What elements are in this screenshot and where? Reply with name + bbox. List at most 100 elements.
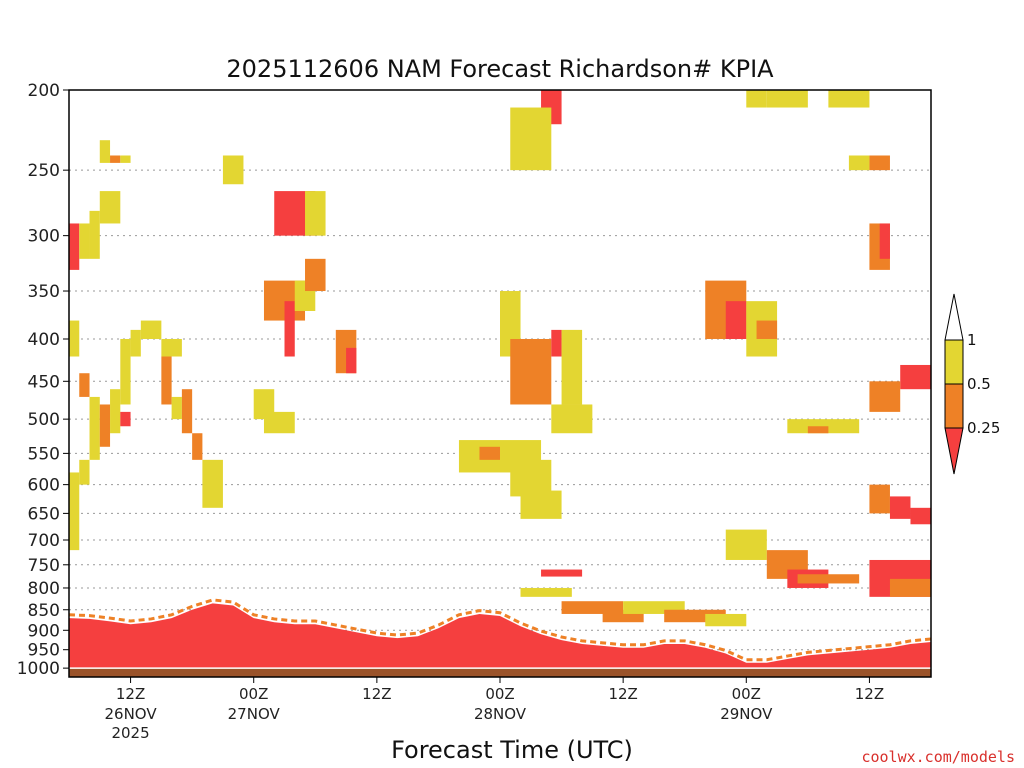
heatmap-cell-red: [900, 364, 931, 390]
x-tick-label: 12Z: [362, 685, 391, 703]
heatmap-cell-yellow: [89, 210, 100, 259]
y-tick-label: 650: [28, 504, 60, 524]
heatmap-cell-yellow: [161, 338, 182, 357]
heatmap-cell-yellow: [99, 191, 121, 224]
heatmap-cell-yellow: [848, 155, 870, 171]
y-axis-ticks: 200 250 300 350 400 450 500 550 600 650 700 750 8008…: [17, 81, 69, 679]
y-tick-label: 450: [28, 372, 60, 392]
heatmap-cell-yellow: [110, 389, 121, 434]
y-tick-label: 200: [28, 81, 60, 101]
heatmap-cells: [68, 90, 932, 669]
heatmap-cell-yellow: [79, 459, 90, 485]
heatmap-cell-red: [879, 223, 890, 259]
heatmap-cell-orange: [192, 433, 203, 460]
legend-label: 0.25: [967, 419, 1000, 437]
y-tick-label: 300: [28, 227, 60, 247]
heatmap-cell-orange: [756, 320, 778, 339]
heatmap-cell-yellow: [202, 459, 223, 508]
x-tick-date: 27NOV: [228, 705, 281, 723]
heatmap-cell-orange: [110, 155, 121, 163]
heatmap-cell-orange: [305, 258, 326, 292]
heatmap-cell-red: [910, 507, 931, 525]
y-tick-label: 850: [28, 601, 60, 621]
x-tick-label: 00Z: [732, 685, 761, 703]
boundary-layer-region: [69, 603, 931, 669]
heatmap-cell-orange: [807, 426, 829, 434]
legend-swatch-yellow: [944, 339, 964, 385]
heatmap-cell-yellow: [510, 107, 552, 171]
heatmap-cell-orange: [79, 373, 90, 397]
heatmap-cell-yellow: [253, 389, 275, 420]
y-tick-label: 400: [28, 330, 60, 350]
heatmap-cell-yellow: [787, 419, 860, 434]
chart-title: 2025112606 NAM Forecast Richardson# KPIA: [226, 55, 774, 83]
heatmap-cell-yellow: [305, 191, 326, 236]
y-tick-label: 1000: [17, 659, 60, 679]
y-tick-label: 250: [28, 161, 60, 181]
heatmap-cell-orange: [889, 578, 931, 597]
x-tick-label: 12Z: [608, 685, 637, 703]
heatmap-cell-yellow: [725, 529, 767, 560]
x-tick-label: 12Z: [855, 685, 884, 703]
heatmap-cell-yellow: [69, 320, 80, 357]
heatmap-cell-red: [551, 329, 562, 357]
heatmap-cell-yellow: [561, 329, 583, 405]
heatmap-cell-yellow: [746, 90, 767, 108]
heatmap-cell-yellow: [120, 338, 131, 405]
heatmap-cell-yellow: [705, 613, 747, 627]
legend-label: 0.5: [967, 375, 991, 393]
heatmap-cell-orange: [99, 404, 111, 447]
heatmap-cell-yellow: [171, 396, 182, 420]
heatmap-cell-orange: [510, 338, 552, 405]
heatmap-cell-yellow: [99, 140, 111, 163]
heatmap-cell-yellow: [766, 90, 808, 108]
heatmap-cell-red: [284, 301, 295, 357]
plot-frame: [68, 89, 932, 678]
y-tick-label: 750: [28, 556, 60, 576]
heatmap-cell-red: [889, 496, 911, 519]
heatmap-cell-orange: [869, 155, 890, 171]
heatmap-cell-yellow: [69, 472, 80, 551]
heatmap-cell-red: [541, 569, 583, 577]
heatmap-cell-red: [120, 411, 131, 427]
y-tick-label: 950: [28, 641, 60, 661]
heatmap-cell-yellow: [222, 155, 244, 185]
heatmap-cell-orange: [161, 356, 172, 405]
legend-swatch-orange: [944, 383, 964, 429]
x-tick-label: 00Z: [485, 685, 514, 703]
heatmap-cell-yellow: [140, 320, 162, 339]
heatmap-cell-red: [346, 347, 357, 374]
heatmap-cell-yellow: [120, 155, 131, 163]
x-tick-label: 12Z: [116, 685, 145, 703]
heatmap-cell-yellow: [828, 90, 870, 108]
x-tick-date: 29NOV: [720, 705, 773, 723]
heatmap-cell-yellow: [89, 396, 100, 460]
x-tick-date: 28NOV: [474, 705, 527, 723]
x-tick-year: 2025: [111, 724, 149, 742]
ground-layer: [69, 667, 931, 677]
heatmap-cell-red: [725, 301, 747, 339]
heatmap-cell-yellow: [520, 587, 572, 597]
legend-label: 1: [967, 331, 977, 349]
x-tick-label: 00Z: [239, 685, 268, 703]
heatmap-cell-yellow: [263, 411, 295, 434]
y-tick-label: 350: [28, 282, 60, 302]
heatmap-cell-yellow: [551, 404, 593, 434]
heatmap-cell-orange: [869, 381, 901, 412]
heatmap-cell-yellow: [130, 329, 141, 357]
heatmap-cell-red: [69, 223, 80, 270]
y-tick-label: 800: [28, 579, 60, 599]
credit-text: coolwx.com/models: [861, 748, 1015, 766]
y-tick-label: 550: [28, 444, 60, 464]
ground-fill: [69, 668, 931, 677]
y-tick-label: 600: [28, 476, 60, 496]
y-tick-label: 700: [28, 531, 60, 551]
x-axis-label: Forecast Time (UTC): [391, 736, 633, 764]
x-tick-date: 26NOV: [105, 705, 158, 723]
heatmap-cell-yellow: [510, 459, 552, 497]
legend-swatch-bottom: [944, 427, 964, 475]
y-tick-label: 500: [28, 410, 60, 430]
heatmap-cell-yellow: [79, 223, 90, 259]
